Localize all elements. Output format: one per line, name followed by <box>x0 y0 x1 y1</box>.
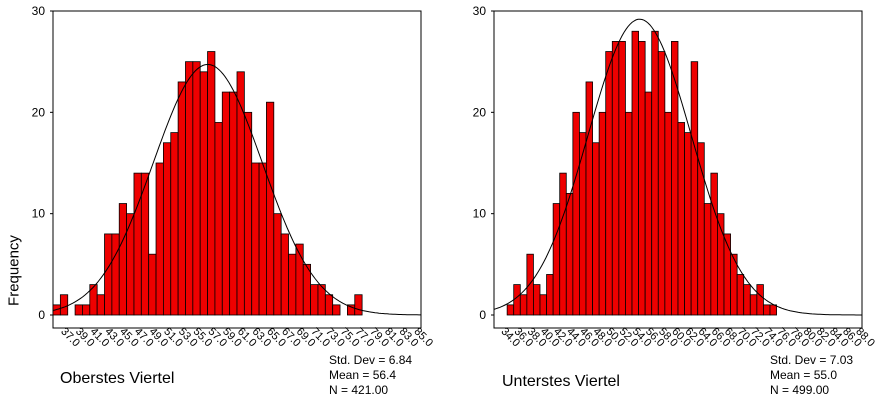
y-tick-label: 10 <box>473 207 487 221</box>
histogram-bar <box>526 253 534 316</box>
histogram-bar <box>585 81 593 316</box>
histogram-bar <box>513 284 521 316</box>
histogram-bar <box>572 111 580 316</box>
histogram-bar <box>618 41 626 316</box>
histogram-bar <box>155 162 164 316</box>
chart2-std-dev: Std. Dev = 7.03 <box>770 353 854 367</box>
histogram-bar <box>657 51 666 316</box>
histogram-bar <box>199 71 208 316</box>
histogram-bar <box>710 172 718 316</box>
y-tick-label: 10 <box>32 207 46 221</box>
histogram-bar <box>519 294 528 316</box>
histogram-bar <box>743 284 751 316</box>
histogram-bar <box>736 274 745 316</box>
chart2-mean: Mean = 55.0 <box>770 368 838 382</box>
histogram-bar <box>236 71 245 316</box>
histogram-bar <box>177 81 186 316</box>
histogram-bar <box>192 61 201 316</box>
histogram-bar <box>324 294 334 316</box>
histogram-bar <box>185 61 194 316</box>
histogram-bar <box>690 61 699 316</box>
histogram-bar <box>533 284 541 316</box>
histogram-bar <box>539 294 547 316</box>
y-tick-label: 20 <box>473 105 487 119</box>
chart1-caption: Oberstes Viertel <box>60 370 175 387</box>
histogram-bar <box>756 284 764 316</box>
histogram-bar <box>638 41 646 316</box>
histogram-bar <box>684 132 692 316</box>
histogram-bar <box>546 274 554 316</box>
histogram-bar <box>82 304 91 316</box>
histogram-bar <box>302 263 311 316</box>
histogram-bar <box>170 132 179 316</box>
histogram-bar <box>96 294 105 316</box>
chart1-std-dev: Std. Dev = 6.84 <box>329 353 413 367</box>
histogram-bar <box>769 304 777 316</box>
plot-frame <box>52 10 422 329</box>
histogram-bar <box>332 304 341 316</box>
histogram-bar <box>243 111 253 316</box>
histogram-bar <box>592 142 600 316</box>
histogram-oberstes-viertel: 010203037.039.041.043.045.047.049.051.05… <box>32 4 435 349</box>
y-tick-label: 0 <box>479 308 486 322</box>
histogram-bar <box>229 91 238 316</box>
chart2-n: N = 499.00 <box>770 383 830 397</box>
histogram-bar <box>763 304 771 316</box>
histogram-bar <box>671 41 679 316</box>
normal-curve <box>493 18 862 316</box>
histogram-bar <box>59 294 69 316</box>
histogram-bar <box>598 111 607 316</box>
y-tick-label: 20 <box>32 105 46 119</box>
histogram-bar <box>651 30 659 316</box>
histogram-bar <box>162 142 172 316</box>
histogram-bar <box>258 162 267 316</box>
chart1-n: N = 421.00 <box>329 383 389 397</box>
histogram-bar <box>664 111 672 316</box>
histogram-bar <box>631 30 639 316</box>
histogram-bar <box>118 203 127 316</box>
histogram-bar <box>133 172 142 316</box>
histogram-bar <box>552 203 561 316</box>
histogram-unterstes-viertel: 010203034.036.038.040.042.044.046.048.05… <box>473 4 877 349</box>
histogram-bar <box>644 91 653 316</box>
y-tick-label: 30 <box>473 4 487 18</box>
histogram-bar <box>214 122 223 316</box>
histogram-bar <box>565 192 574 316</box>
histogram-bar <box>559 172 567 316</box>
histogram-bar <box>207 51 216 316</box>
histogram-bar <box>148 253 157 316</box>
y-axis-label: Frequency <box>5 235 23 306</box>
histogram-bar <box>605 51 613 316</box>
histogram-bar <box>280 233 289 316</box>
histogram-bar <box>310 284 319 316</box>
histogram-bar <box>74 304 83 316</box>
histogram-bar <box>611 41 620 316</box>
histogram-bar <box>104 233 113 316</box>
histogram-bar <box>506 304 515 316</box>
histogram-bar <box>625 111 633 316</box>
histogram-bar <box>251 162 260 316</box>
histogram-bar <box>677 122 685 316</box>
y-tick-label: 30 <box>32 4 46 18</box>
histogram-bar <box>723 233 731 316</box>
histogram-bar <box>273 213 282 316</box>
chart1-mean: Mean = 56.4 <box>329 368 397 382</box>
histogram-bar <box>140 172 150 316</box>
histogram-bar <box>749 294 758 316</box>
histogram-bar <box>288 253 297 316</box>
histogram-bar <box>221 91 231 316</box>
normal-curve <box>52 64 421 316</box>
histogram-bar <box>354 294 363 316</box>
histogram-bar <box>266 101 275 316</box>
plot-frame <box>493 10 863 329</box>
histogram-bar <box>703 203 712 316</box>
chart2-caption: Unterstes Viertel <box>502 373 620 390</box>
histogram-bar <box>111 233 120 316</box>
y-tick-label: 0 <box>38 308 45 322</box>
